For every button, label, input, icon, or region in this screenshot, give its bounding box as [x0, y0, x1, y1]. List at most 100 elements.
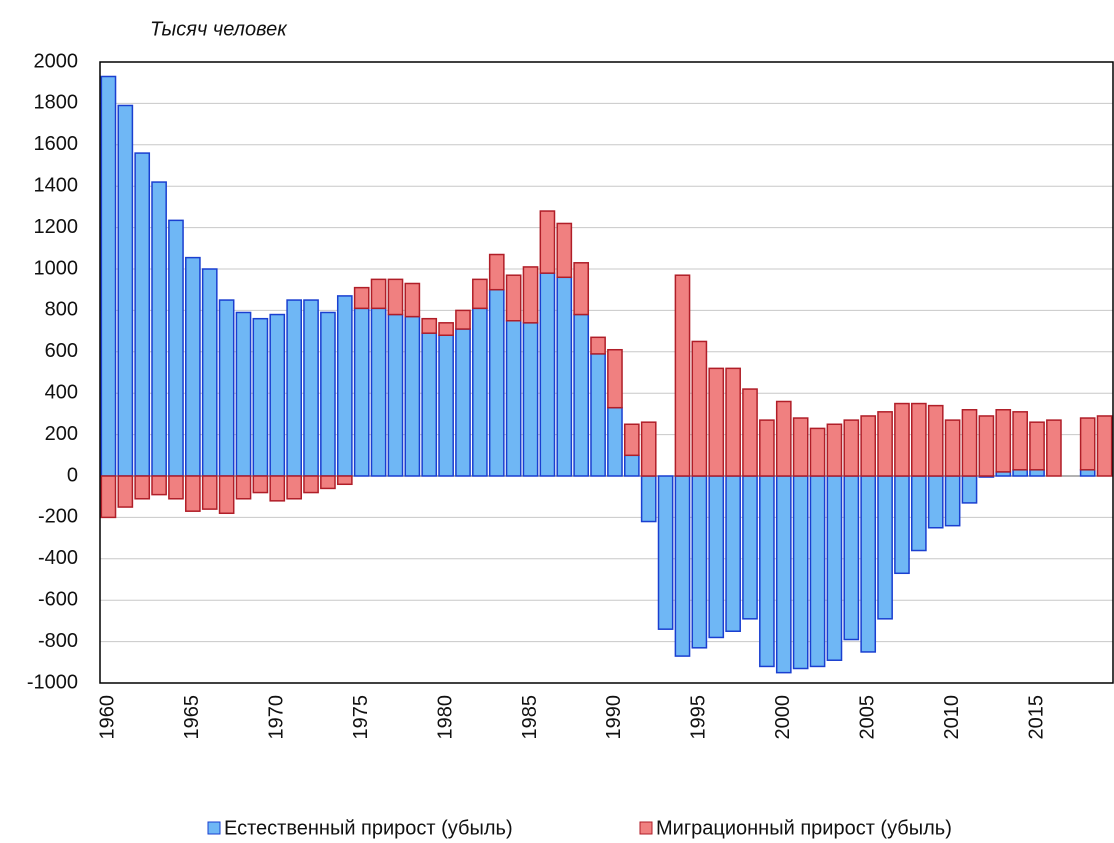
bar	[320, 475, 336, 490]
bar	[151, 181, 167, 477]
bar	[792, 417, 809, 477]
bar	[404, 315, 421, 477]
x-tick-label: 1995	[688, 695, 710, 740]
bar	[759, 475, 775, 668]
bar	[168, 219, 184, 477]
bar	[134, 475, 151, 500]
bar	[894, 402, 910, 477]
bar	[1096, 415, 1113, 477]
bar	[1012, 469, 1028, 477]
bar	[607, 406, 623, 477]
bar	[1079, 469, 1096, 477]
x-tick-label: 2015	[1025, 695, 1047, 740]
y-tick-label: -1000	[27, 671, 78, 693]
bar	[826, 475, 843, 661]
bar	[505, 274, 522, 322]
bar	[1012, 411, 1028, 471]
bar	[1046, 419, 1062, 477]
bar	[573, 313, 590, 477]
y-tick-label: 1200	[34, 216, 79, 238]
bar	[320, 311, 336, 477]
plot-border	[99, 61, 1114, 684]
y-tick-label: 200	[45, 423, 78, 445]
bar	[1079, 417, 1096, 471]
bar	[623, 423, 640, 457]
bar	[860, 475, 877, 653]
bar	[725, 367, 741, 477]
y-tick-label: 2000	[34, 50, 79, 72]
bar	[894, 475, 910, 575]
y-tick-label: 1000	[34, 257, 79, 279]
bar	[877, 411, 893, 477]
bar	[556, 222, 573, 279]
bar	[353, 286, 370, 310]
bar	[843, 475, 860, 641]
bar	[438, 322, 454, 336]
bar	[809, 475, 826, 668]
bar	[303, 299, 319, 477]
bar	[488, 253, 505, 291]
legend-swatch	[639, 821, 653, 835]
bar	[421, 332, 438, 477]
bar	[556, 276, 573, 477]
bar	[590, 353, 606, 477]
bar	[134, 152, 151, 477]
bar	[235, 311, 252, 477]
bar	[235, 475, 252, 500]
bar	[708, 475, 725, 639]
bar	[877, 475, 893, 620]
bar	[775, 475, 792, 674]
bar	[911, 402, 927, 477]
bar	[455, 309, 471, 330]
bar	[100, 75, 117, 477]
y-tick-label: -400	[38, 547, 78, 569]
bar	[809, 427, 826, 477]
bar	[607, 348, 623, 409]
bar	[370, 307, 387, 477]
bar	[927, 475, 944, 529]
bar	[252, 475, 269, 494]
bar	[539, 272, 556, 477]
bar	[336, 475, 353, 486]
bar	[201, 268, 218, 477]
bar	[691, 340, 708, 477]
axis-title: Тысяч человек	[150, 18, 288, 40]
bar	[201, 475, 218, 510]
bar	[944, 419, 961, 477]
bar	[1029, 421, 1045, 471]
bar	[472, 307, 488, 477]
bar	[117, 475, 134, 508]
bar	[438, 334, 454, 477]
bar	[185, 256, 201, 477]
bar	[742, 388, 758, 477]
legend-label: Естественный прирост (убыль)	[224, 817, 513, 839]
bar	[590, 336, 606, 355]
x-tick-label: 1960	[97, 695, 119, 740]
bar	[185, 475, 201, 512]
x-tick-label: 1980	[434, 695, 456, 740]
bar	[100, 475, 117, 519]
y-tick-label: 600	[45, 340, 78, 362]
bar	[961, 409, 978, 477]
bar	[995, 409, 1012, 473]
y-tick-label: 1600	[34, 133, 79, 155]
bar	[117, 104, 134, 477]
y-tick-label: 400	[45, 381, 78, 403]
bar	[843, 419, 860, 477]
y-tick-label: -200	[38, 506, 78, 528]
bar	[826, 423, 843, 477]
y-tick-label: 1400	[34, 174, 79, 196]
bar	[286, 299, 302, 477]
bar	[573, 262, 590, 316]
bar	[640, 421, 657, 477]
bar	[674, 475, 691, 657]
bar	[725, 475, 741, 632]
bar	[911, 475, 927, 552]
bar	[218, 299, 235, 477]
bar	[674, 274, 691, 477]
bar	[336, 295, 353, 477]
bar	[775, 400, 792, 477]
bar	[252, 317, 269, 477]
bar	[539, 210, 556, 274]
bar	[657, 475, 674, 630]
